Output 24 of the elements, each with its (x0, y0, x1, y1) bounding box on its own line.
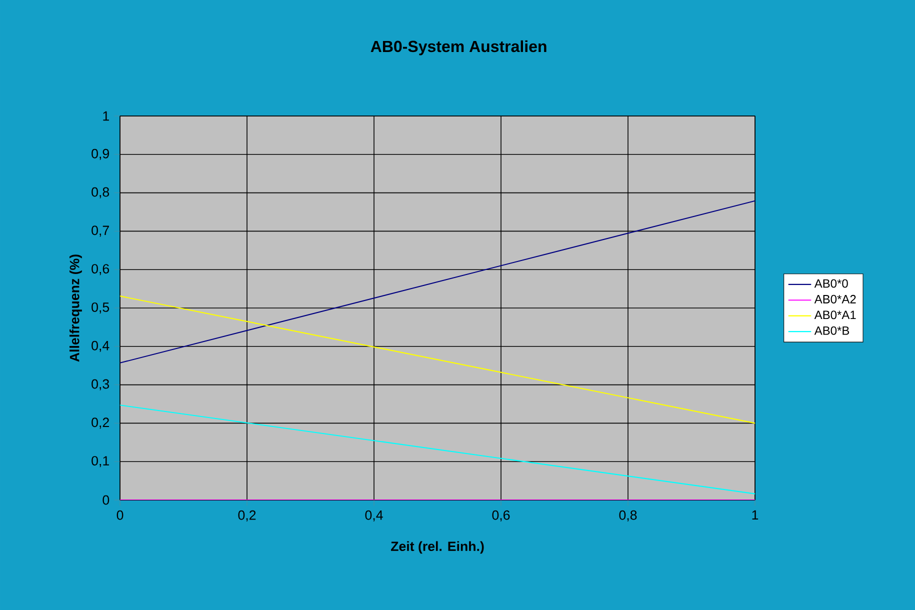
y-tick-label: 0 (102, 495, 110, 505)
x-tick-label: 0,4 (365, 510, 383, 522)
y-tick-label: 0,8 (92, 187, 110, 198)
x-tick-label: 0,6 (492, 510, 510, 522)
chart-title: AB0-System Australien (370, 40, 546, 56)
y-axis-title: Allelfrequenz (%) (69, 254, 82, 362)
legend-label: AB0*B (814, 326, 850, 335)
y-tick-label: 0,5 (92, 302, 110, 314)
y-tick-label: 0,7 (92, 226, 109, 237)
y-tick-label: 1 (103, 111, 109, 121)
y-tick-label: 0,6 (92, 264, 110, 276)
x-tick-label: 0,8 (619, 510, 637, 522)
y-tick-label: 0,1 (92, 456, 109, 468)
y-tick-label: 0,2 (92, 418, 109, 429)
legend-label: AB0*A2 (814, 294, 856, 304)
x-tick-label: 0 (116, 510, 124, 520)
x-axis-title: Zeit (rel. Einh.) (390, 541, 484, 554)
legend-label: AB0*A1 (814, 310, 856, 320)
y-tick-label: 0,4 (92, 340, 110, 352)
x-tick-label: 0,2 (238, 510, 256, 522)
y-tick-label: 0,3 (92, 379, 110, 390)
y-tick-label: 0,9 (92, 148, 109, 160)
x-tick-label: 1 (752, 510, 758, 520)
legend-label: AB0*0 (814, 279, 848, 288)
